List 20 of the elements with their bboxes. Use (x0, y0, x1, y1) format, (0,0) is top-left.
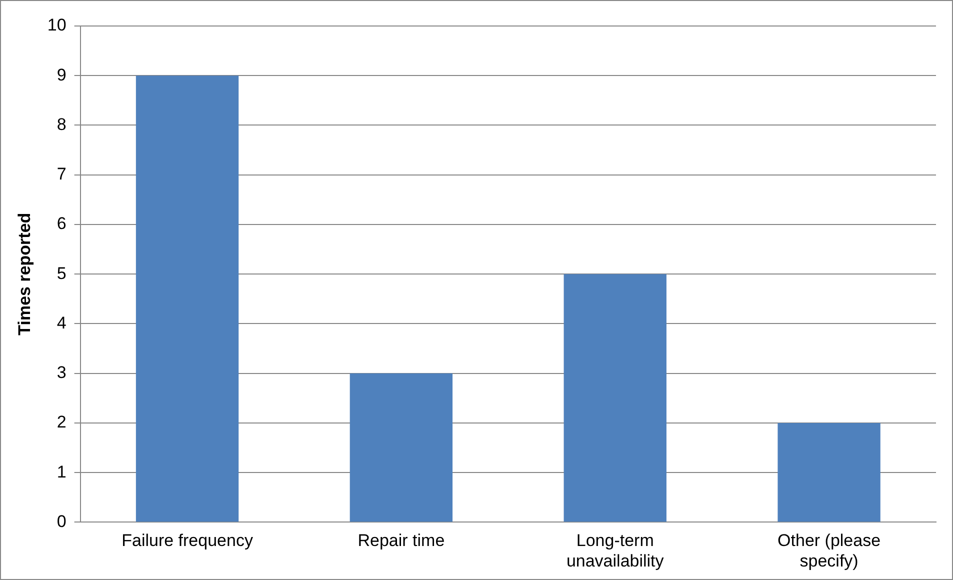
x-tick-label: Repair time (358, 531, 445, 550)
y-tick-label: 9 (56, 65, 66, 84)
bar (136, 76, 239, 522)
y-tick-label: 7 (56, 164, 66, 184)
x-tick-label: Long-term unavailability (566, 531, 664, 570)
y-tick-label: 6 (56, 214, 66, 234)
y-tick-label: 4 (56, 313, 66, 332)
x-tick-label: Failure frequency (122, 531, 254, 550)
y-tick-label: 2 (56, 412, 66, 432)
y-tick-label: 0 (56, 512, 66, 531)
bar (564, 274, 666, 522)
bar (778, 422, 880, 522)
y-tick-label: 5 (56, 264, 66, 283)
x-tick-label: Other (please specify) (778, 531, 881, 570)
y-tick-label: 3 (56, 363, 66, 382)
bar (350, 373, 453, 522)
y-tick-label: 1 (56, 462, 66, 482)
y-tick-label: 10 (47, 16, 66, 35)
y-axis-title: Times reported (14, 212, 34, 336)
y-tick-label: 8 (56, 114, 66, 134)
